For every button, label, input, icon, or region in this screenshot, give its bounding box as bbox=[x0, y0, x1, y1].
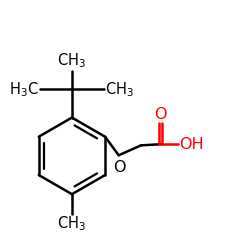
Text: CH$_3$: CH$_3$ bbox=[105, 80, 134, 98]
Text: O: O bbox=[113, 160, 126, 175]
Text: OH: OH bbox=[179, 137, 203, 152]
Text: O: O bbox=[154, 107, 167, 122]
Text: H$_3$C: H$_3$C bbox=[9, 80, 38, 98]
Text: CH$_3$: CH$_3$ bbox=[58, 51, 86, 70]
Text: CH$_3$: CH$_3$ bbox=[58, 215, 86, 234]
